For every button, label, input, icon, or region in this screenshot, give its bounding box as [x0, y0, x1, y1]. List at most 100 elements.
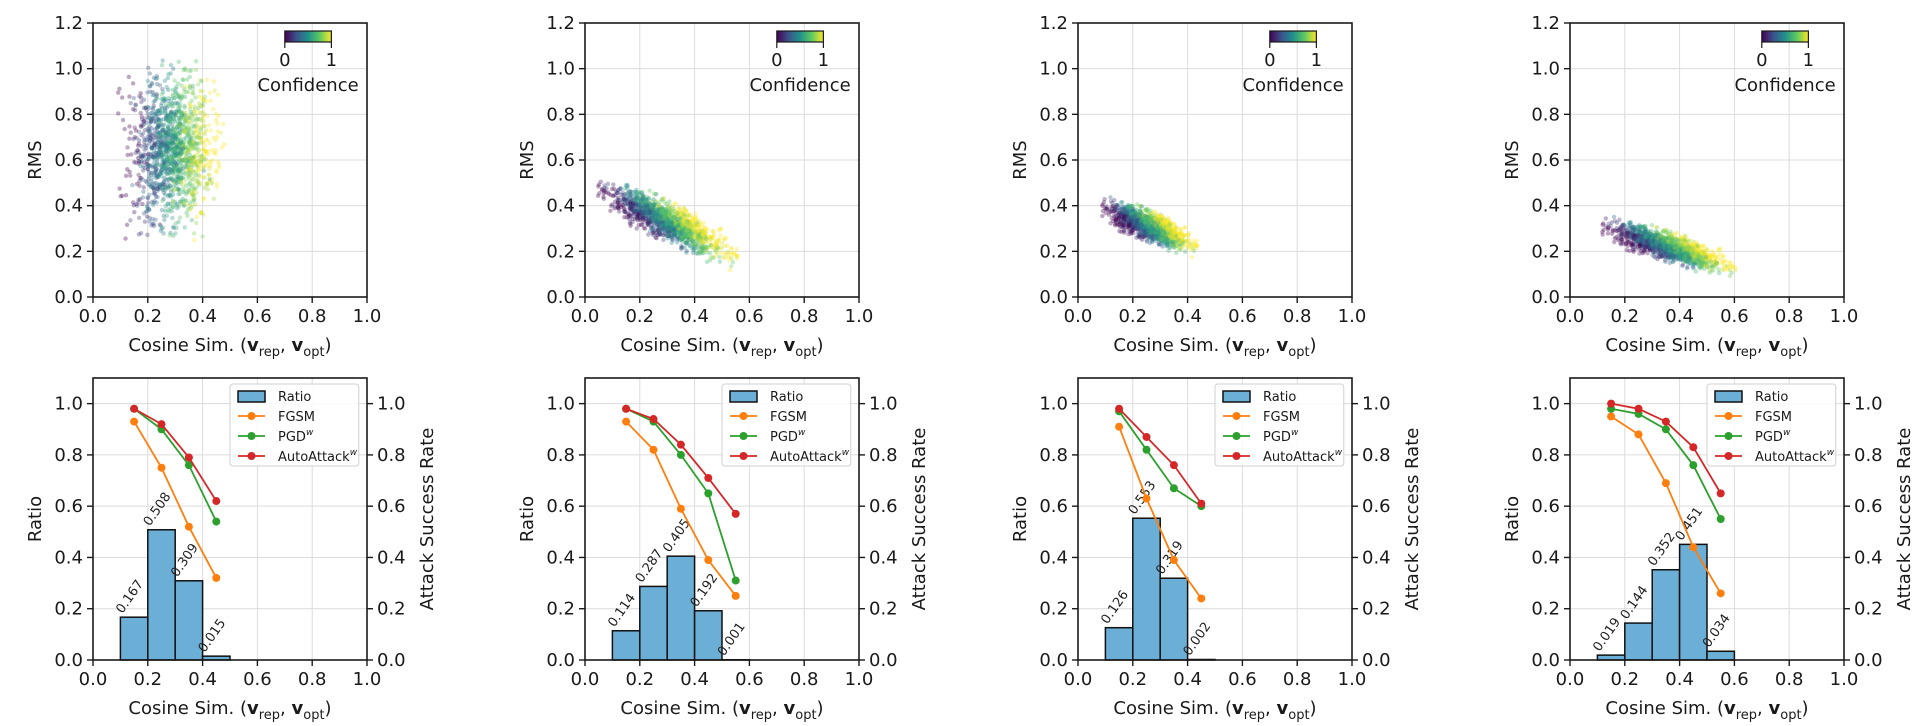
scatter-point — [137, 175, 143, 181]
scatter-point — [653, 225, 659, 230]
scatter-point — [1131, 230, 1136, 236]
scatter-point — [657, 199, 663, 205]
scatter-point — [643, 199, 648, 205]
scatter-point — [173, 130, 178, 135]
scatter-points — [595, 179, 740, 273]
scatter-point — [192, 160, 198, 165]
scatter-point — [160, 157, 165, 162]
x-axis-label-part: , — [280, 698, 291, 719]
scatter-point — [182, 116, 187, 122]
x-axis-label-part: ) — [1310, 698, 1317, 719]
scatter-point — [1159, 236, 1165, 242]
scatter-point — [171, 140, 176, 146]
scatter-point — [152, 198, 157, 204]
scatter-point — [214, 184, 220, 190]
scatter-point — [166, 164, 171, 169]
y-axis-label: Ratio — [1010, 496, 1031, 542]
scatter-point — [202, 112, 207, 117]
x-tick-label: 0.6 — [735, 669, 764, 690]
scatter-point — [164, 146, 170, 151]
scatter-point — [133, 128, 139, 133]
scatter-point — [173, 163, 179, 169]
legend-swatch-ratio — [729, 390, 758, 403]
x-axis-label: Cosine Sim. (vrep, vopt) — [620, 698, 823, 723]
scatter-point — [154, 112, 160, 118]
scatter-point — [172, 139, 178, 145]
scatter-point — [196, 172, 202, 178]
scatter-point — [187, 140, 193, 145]
y-tick-label: 0.0 — [54, 287, 83, 308]
scatter-point — [213, 111, 219, 117]
scatter-point — [158, 150, 164, 156]
y-tick-label: 0.6 — [546, 150, 575, 171]
x-tick-label: 1.0 — [1338, 306, 1367, 327]
scatter-point — [166, 141, 171, 146]
scatter-point — [719, 241, 724, 246]
scatter-point — [161, 117, 166, 122]
x-tick-label: 0.2 — [625, 669, 654, 690]
scatter-point — [1119, 224, 1124, 229]
scatter-point — [198, 110, 203, 116]
scatter-point — [189, 217, 195, 223]
scatter-point — [154, 81, 160, 87]
series-marker — [704, 473, 713, 482]
scatter-point — [175, 106, 180, 111]
scatter-point — [186, 155, 191, 161]
series-line-pgd-w — [133, 408, 218, 522]
x-tick-label: 0.0 — [571, 306, 600, 327]
scatter-point — [160, 225, 166, 230]
scatter-point — [154, 200, 159, 205]
scatter-point — [161, 213, 166, 218]
scatter-point — [177, 115, 182, 121]
scatter-point — [147, 163, 152, 168]
scatter-point — [1169, 233, 1174, 239]
scatter-point — [142, 147, 147, 152]
scatter-point — [664, 226, 670, 232]
scatter-point — [187, 203, 192, 209]
scatter-point — [158, 133, 163, 139]
scatter-point — [186, 115, 191, 121]
scatter-point — [1693, 269, 1699, 274]
series-marker — [157, 420, 166, 429]
scatter-point — [161, 157, 167, 163]
scatter-point — [154, 157, 160, 163]
scatter-point — [719, 245, 725, 250]
scatter-point — [118, 193, 123, 199]
y2-tick-label: 0.8 — [869, 445, 898, 466]
series-marker — [130, 404, 139, 413]
scatter-point — [200, 139, 205, 145]
scatter-point — [712, 248, 718, 254]
scatter-point — [169, 144, 174, 150]
scatter-plot: 0.0 0.2 0.4 0.6 0.8 1.00.00.20.40.60.81.01.2C… — [1010, 13, 1366, 360]
scatter-point — [219, 145, 225, 150]
scatter-point — [632, 210, 637, 215]
scatter-point — [717, 254, 722, 260]
x-tick-label: 0.8 — [790, 669, 819, 690]
legend-swatch-ratio — [237, 390, 266, 403]
scatter-point — [178, 149, 183, 154]
scatter-point — [136, 129, 142, 135]
scatter-point — [166, 71, 171, 77]
scatter-point — [186, 130, 191, 136]
x-axis-label-part: v — [292, 698, 304, 719]
scatter-point — [145, 195, 151, 201]
scatter-point — [181, 142, 186, 147]
scatter-point — [157, 107, 163, 113]
scatter-point — [1137, 208, 1143, 213]
scatter-point — [176, 204, 181, 209]
scatter-point — [139, 124, 144, 130]
scatter-point — [658, 215, 663, 220]
scatter-point — [131, 159, 137, 165]
scatter-point — [647, 188, 652, 193]
x-axis-label-part: v — [247, 698, 259, 719]
scatter-point — [644, 209, 649, 215]
scatter-point — [178, 179, 184, 185]
scatter-point — [167, 114, 173, 119]
scatter-point — [722, 236, 727, 241]
scatter-point — [162, 98, 167, 103]
scatter-point — [164, 112, 170, 117]
scatter-point — [173, 142, 179, 147]
scatter-point — [209, 180, 214, 185]
